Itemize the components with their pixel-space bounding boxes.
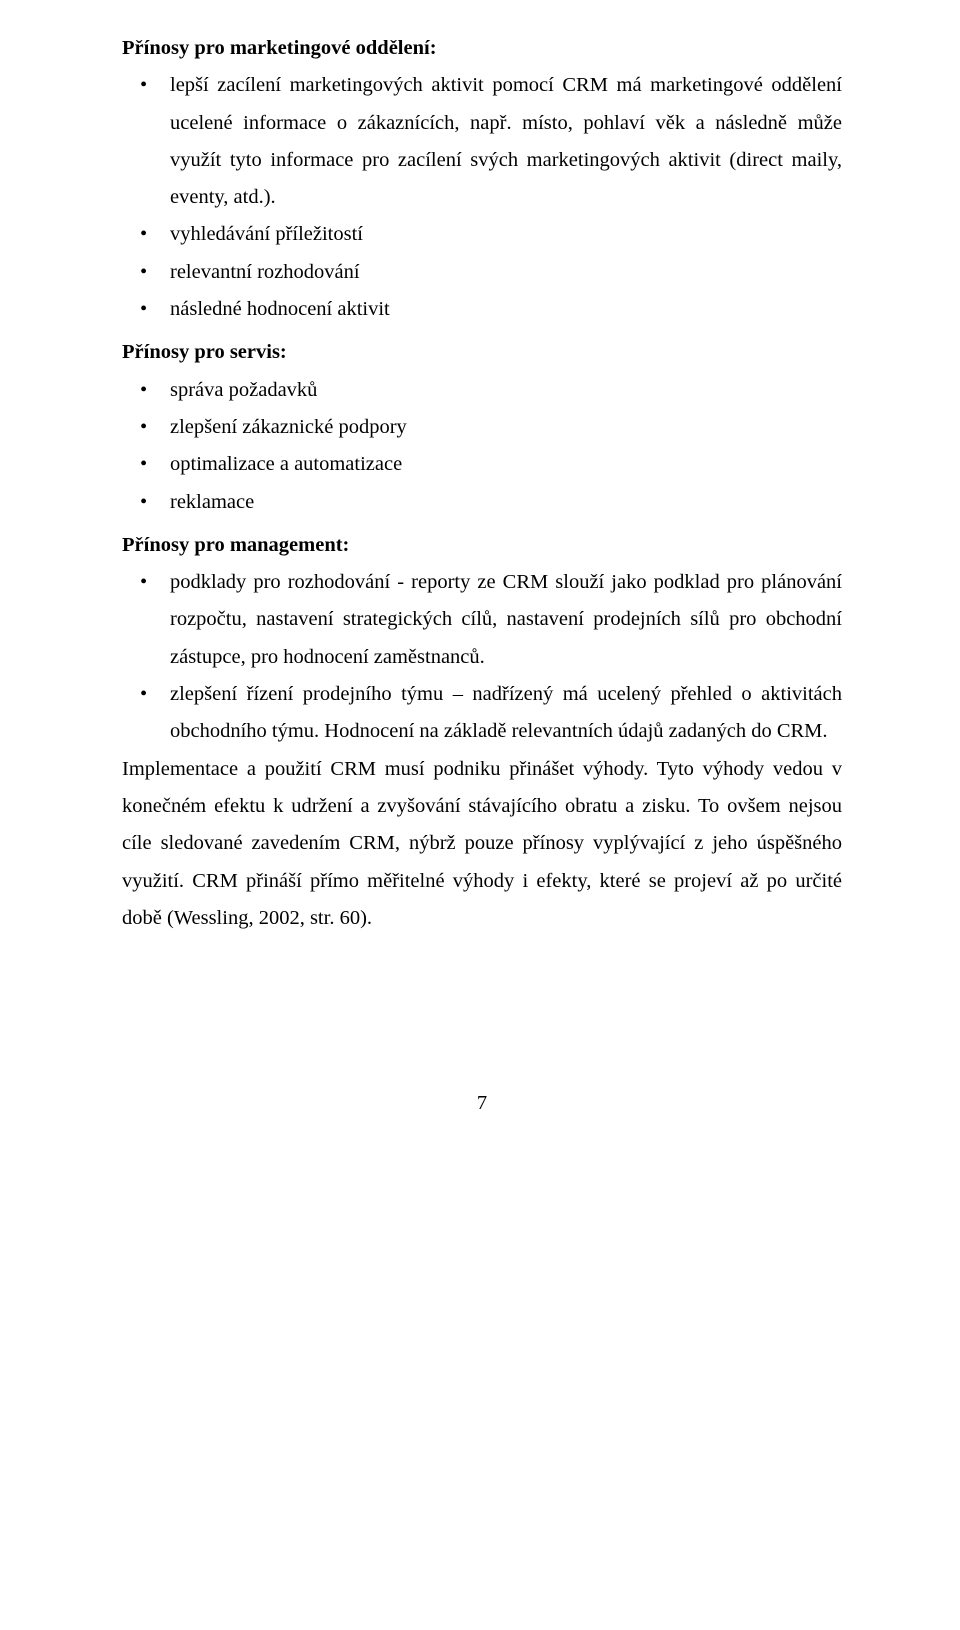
list-item: optimalizace a automatizace (170, 446, 842, 483)
heading-servis: Přínosy pro servis: (122, 334, 842, 371)
list-item: zlepšení zákaznické podpory (170, 409, 842, 446)
list-management: podklady pro rozhodování - reporty ze CR… (122, 564, 842, 750)
body-paragraph: Implementace a použití CRM musí podniku … (122, 751, 842, 937)
list-item: reklamace (170, 484, 842, 521)
list-item: správa požadavků (170, 372, 842, 409)
list-item: zlepšení řízení prodejního týmu – nadříz… (170, 676, 842, 751)
list-marketing: lepší zacílení marketingových aktivit po… (122, 67, 842, 328)
list-item: relevantní rozhodování (170, 254, 842, 291)
list-servis: správa požadavků zlepšení zákaznické pod… (122, 372, 842, 521)
list-item: následné hodnocení aktivit (170, 291, 842, 328)
heading-management: Přínosy pro management: (122, 527, 842, 564)
heading-marketing: Přínosy pro marketingové oddělení: (122, 30, 842, 67)
list-item: vyhledávání příležitostí (170, 216, 842, 253)
list-item: podklady pro rozhodování - reporty ze CR… (170, 564, 842, 676)
page-number: 7 (122, 1085, 842, 1122)
page: Přínosy pro marketingové oddělení: lepší… (0, 0, 960, 1630)
list-item: lepší zacílení marketingových aktivit po… (170, 67, 842, 216)
